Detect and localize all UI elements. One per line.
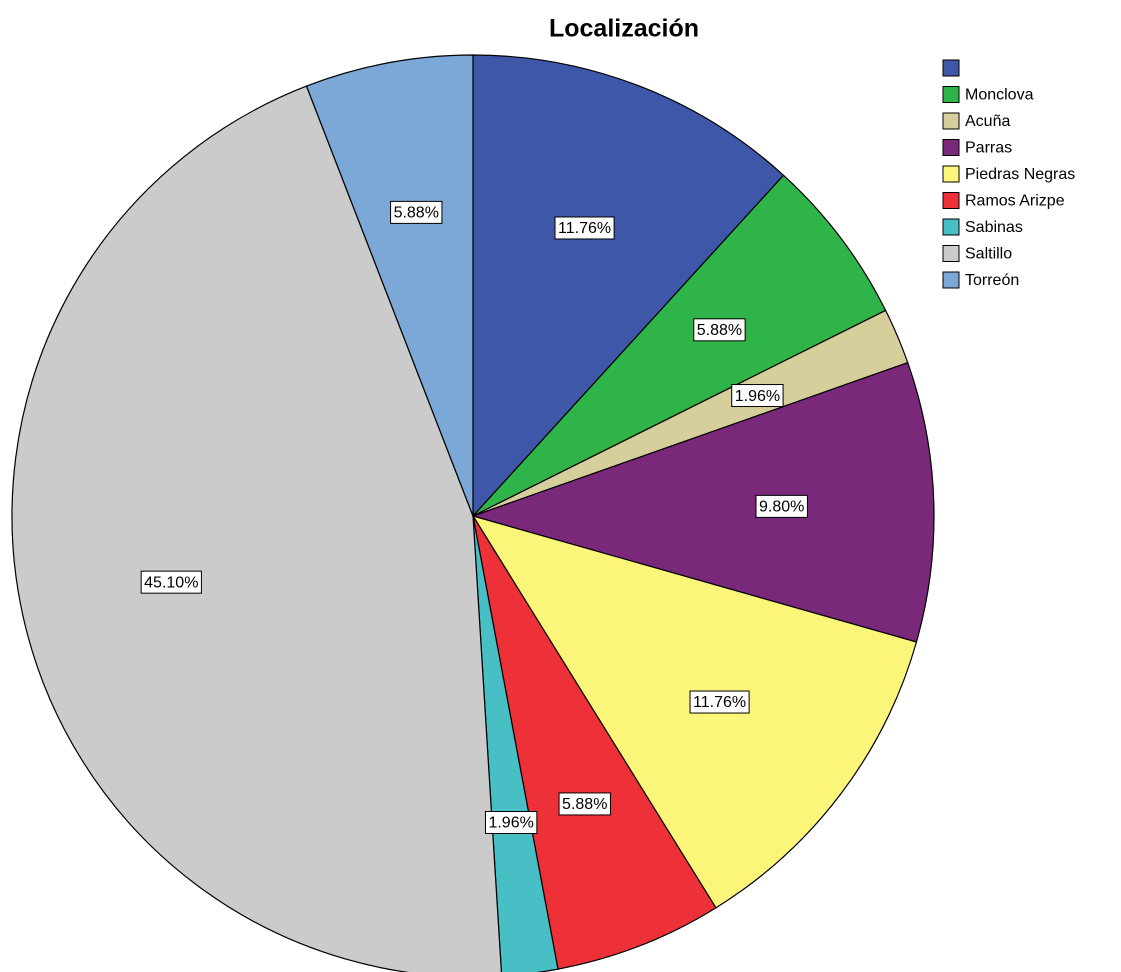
legend-label: Ramos Arizpe [965, 193, 1065, 210]
data-label: 9.80% [759, 499, 804, 516]
data-label-box [390, 200, 443, 224]
data-label-box [689, 690, 750, 714]
legend-label: Torreón [965, 272, 1019, 289]
data-label-box [484, 811, 538, 835]
data-label: 45.10% [144, 574, 198, 591]
legend-swatch [942, 192, 960, 209]
data-label-box [755, 494, 808, 518]
legend-label: Monclova [965, 87, 1034, 104]
legend-label: Sabinas [965, 219, 1023, 236]
data-label-box [140, 570, 202, 594]
pie-slice [472, 515, 717, 970]
pie-slice [305, 54, 474, 517]
legend-swatch [942, 86, 960, 103]
data-label-box [558, 792, 611, 816]
legend-swatch [942, 139, 960, 156]
data-label-box [731, 384, 784, 408]
legend-swatch [942, 271, 960, 289]
legend-swatch [942, 218, 960, 236]
data-label: 1.96% [735, 388, 780, 405]
legend-label: Acuña [965, 113, 1010, 130]
pie-slice [472, 515, 559, 972]
legend-swatch [942, 245, 960, 262]
data-label: 5.88% [697, 322, 742, 339]
data-label: 1.96% [488, 815, 533, 832]
legend-swatch [942, 59, 960, 77]
pie-slice [472, 174, 887, 517]
pie-slice [11, 85, 503, 972]
legend-label: Piedras Negras [965, 166, 1075, 183]
data-label: 5.88% [394, 205, 439, 222]
chart-title: Localización [549, 15, 699, 43]
data-label-box [693, 318, 746, 342]
data-label: 11.76% [558, 220, 611, 237]
legend-label: Parras [965, 140, 1012, 157]
legend-label: Saltillo [965, 246, 1012, 263]
pie-slice [472, 54, 785, 518]
data-label: 11.76% [693, 694, 746, 711]
data-label: 5.88% [562, 796, 607, 813]
data-label-box [554, 216, 615, 240]
pie-slice [471, 361, 935, 643]
legend-swatch [942, 112, 960, 130]
legend-swatch [942, 165, 960, 183]
